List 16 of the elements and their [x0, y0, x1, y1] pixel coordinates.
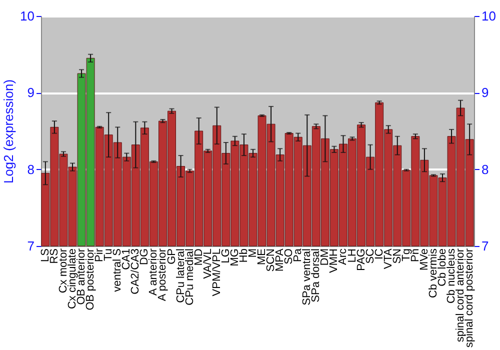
x-tick-label: IC — [373, 248, 386, 260]
x-tick-label: MVe — [418, 248, 430, 271]
y2-tick-label: 8 — [482, 162, 489, 177]
x-tick-label: CPu medial — [184, 248, 196, 306]
x-tick-label: Arc — [337, 248, 350, 265]
y-tick-label: 9 — [27, 85, 34, 100]
y-axis-title: Log2 (expression) — [1, 79, 16, 184]
y-tick-label: 10 — [20, 8, 34, 24]
y2-tick-label: 9 — [482, 85, 489, 100]
y2-tick-label: 10 — [482, 8, 496, 24]
x-tick-label: OB posterior — [84, 248, 97, 310]
y2-tick-label: 7 — [482, 238, 489, 254]
y-tick-label: 8 — [27, 162, 34, 177]
x-tick-label: spinal cord posterior — [464, 248, 476, 348]
y-tick-label: 7 — [27, 238, 34, 254]
x-tick-label: RS — [48, 248, 60, 264]
